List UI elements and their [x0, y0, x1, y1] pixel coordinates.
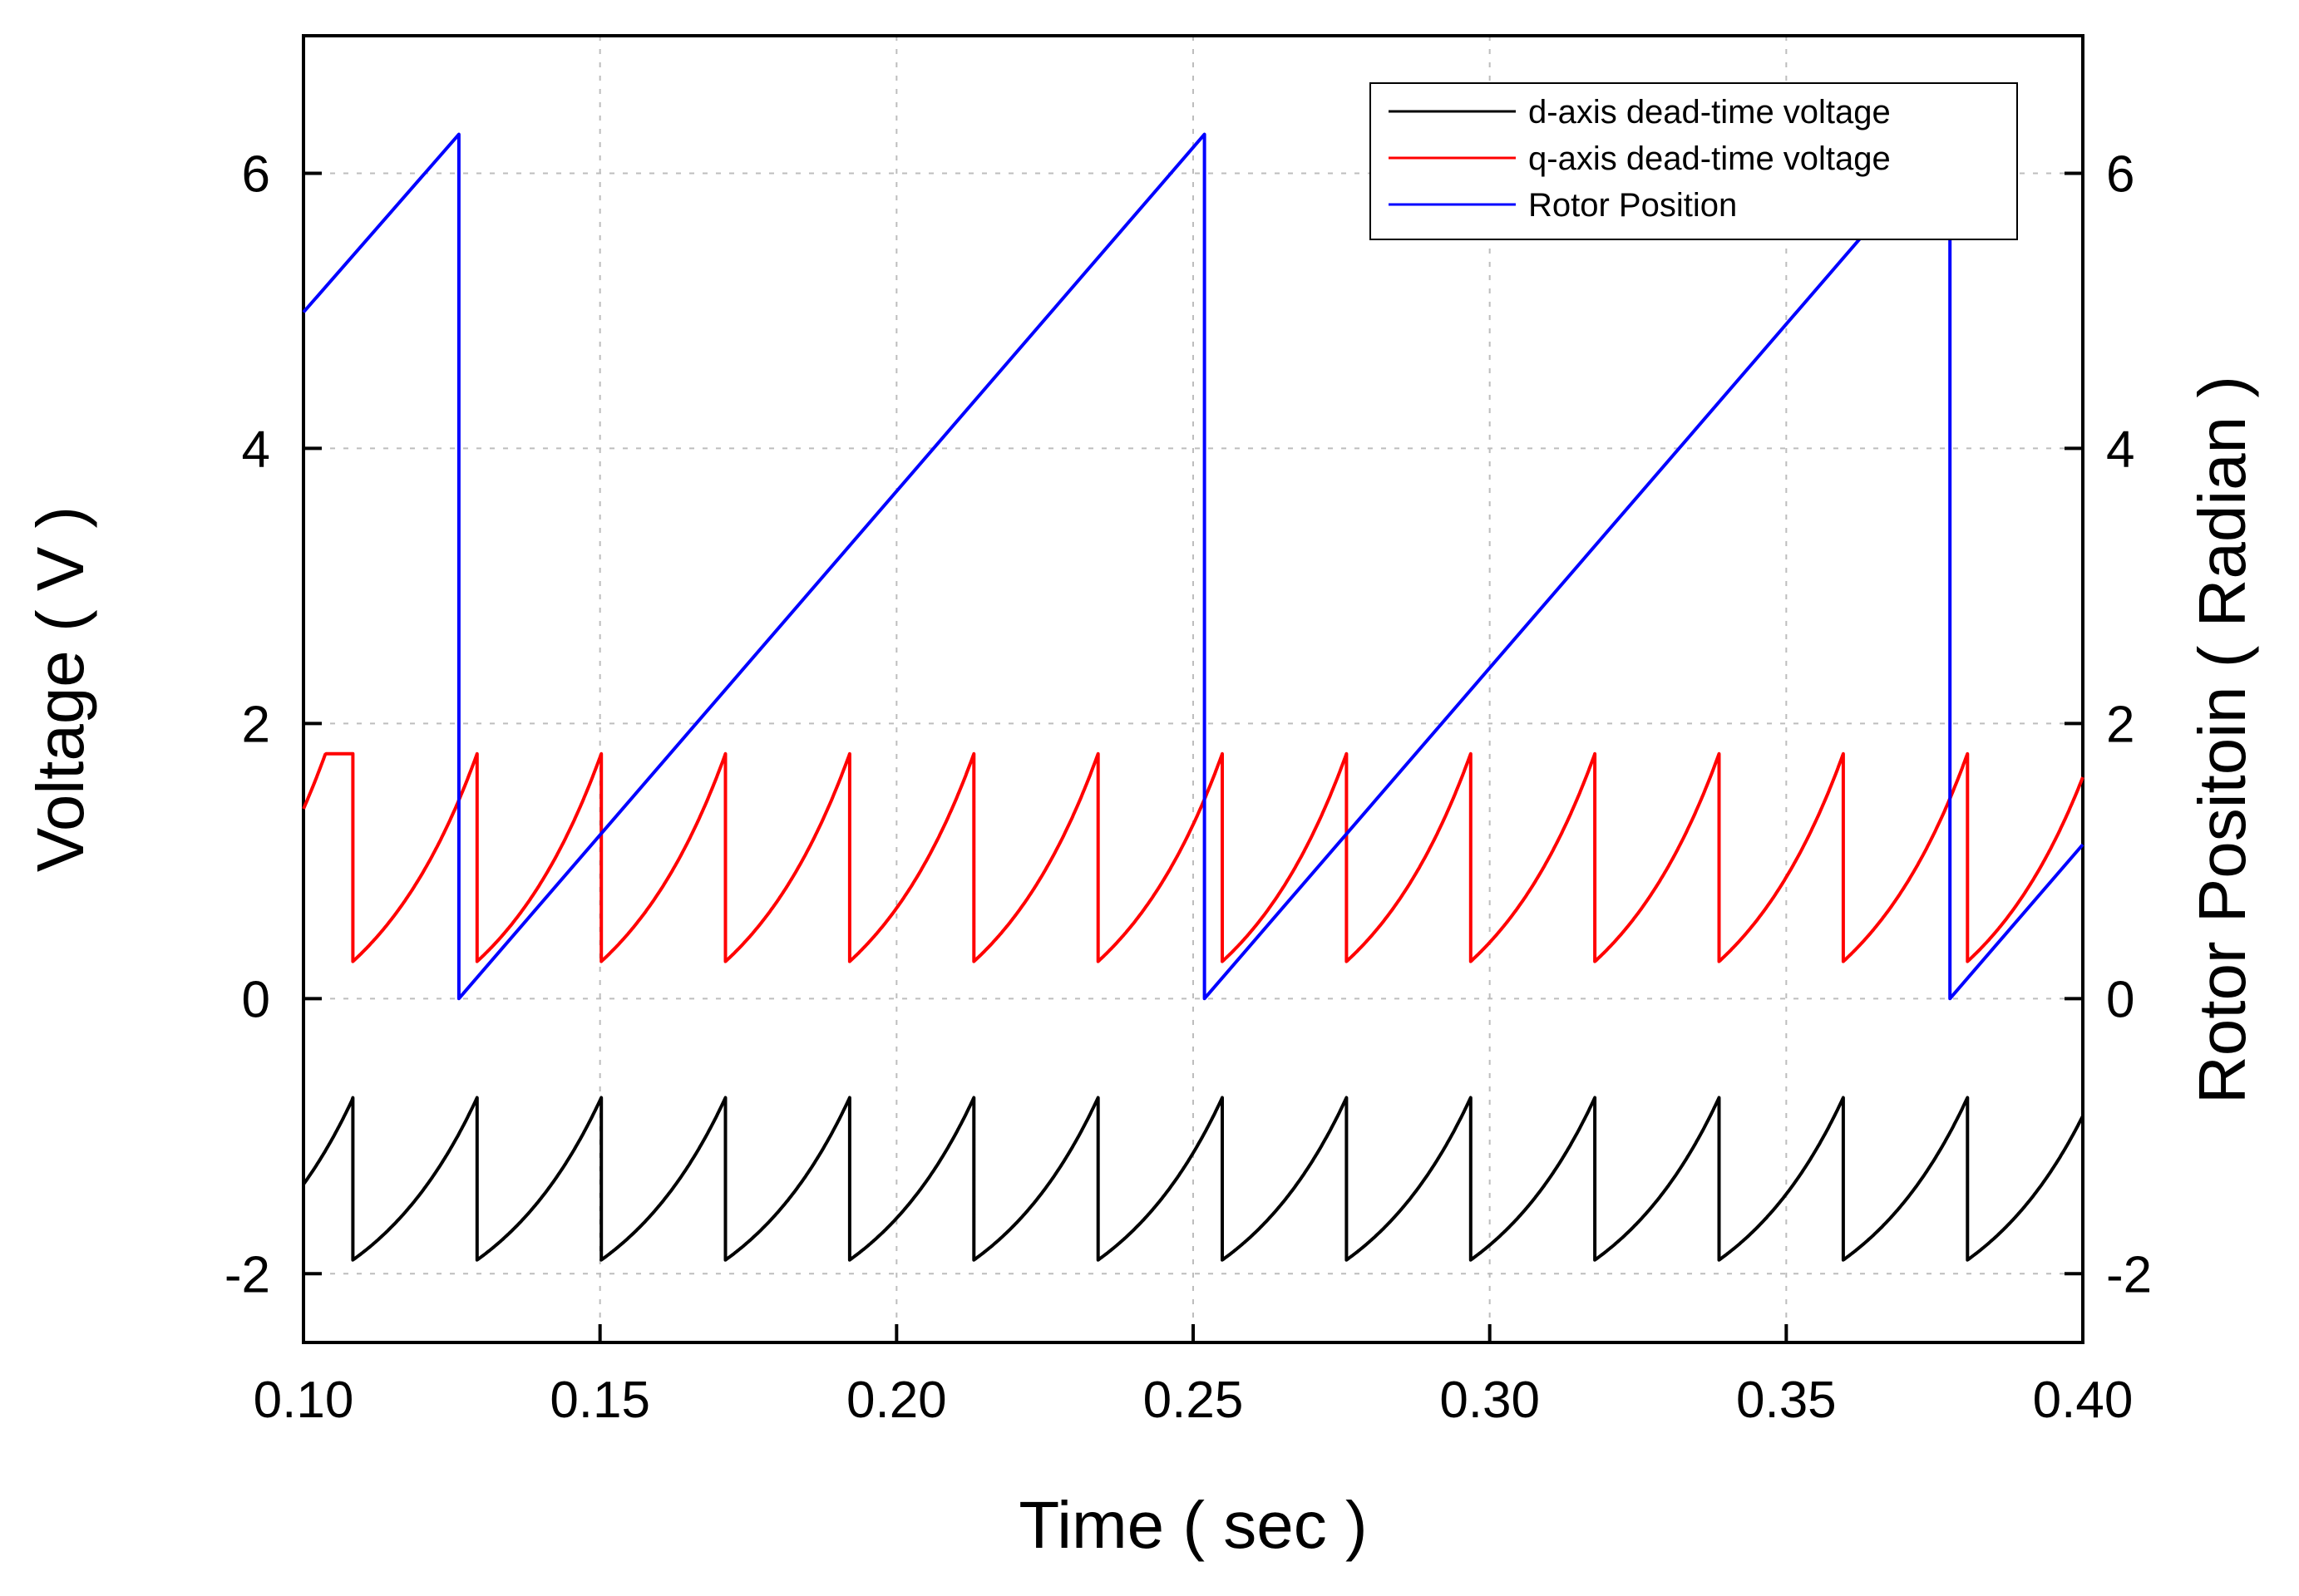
y-tick-label: 0: [242, 971, 270, 1028]
y2-tick-label: 0: [2106, 971, 2134, 1028]
y-tick-label: 2: [242, 696, 270, 753]
legend-label-d-axis: d-axis dead-time voltage: [1528, 94, 1891, 131]
y2-tick-label: 4: [2106, 421, 2134, 478]
y2-tick-label: 2: [2106, 696, 2134, 753]
x-tick-label: 0.25: [1143, 1372, 1244, 1429]
y-tick-label: 6: [242, 145, 270, 203]
legend-box: [1369, 82, 2018, 240]
series-group: [302, 132, 2084, 1262]
series-line-q-axis: [302, 751, 2084, 963]
y-tick-label: -2: [224, 1246, 270, 1303]
axis-ticks: 0.10 0.15 0.20 0.25 0.30 0.35 0.40 -2 0 2 4 6 -2 0 2 4 6: [224, 145, 2152, 1429]
y-axis-title: Voltage ( V ): [23, 506, 97, 872]
grid: [303, 36, 2083, 1342]
x-axis-title: Time ( sec ): [1019, 1488, 1367, 1562]
y2-tick-label: 6: [2106, 145, 2134, 203]
x-tick-label: 0.35: [1736, 1372, 1837, 1429]
y2-axis-title: Rotor Positoin ( Radian ): [2185, 376, 2259, 1104]
x-tick-label: 0.30: [1439, 1372, 1540, 1429]
legend: d-axis dead-time voltage q-axis dead-tim…: [1369, 82, 2018, 240]
x-tick-label: 0.40: [2033, 1372, 2134, 1429]
series-line-d-axis: [302, 1096, 2084, 1262]
series-line-rotor-position: [302, 132, 2084, 1001]
x-tick-label: 0.15: [550, 1372, 650, 1429]
x-tick-label: 0.10: [254, 1372, 354, 1429]
legend-label-rotor-position: Rotor Position: [1528, 187, 1737, 224]
legend-label-q-axis: q-axis dead-time voltage: [1528, 140, 1891, 177]
y2-tick-label: -2: [2106, 1246, 2152, 1303]
x-tick-label: 0.20: [846, 1372, 947, 1429]
y-tick-label: 4: [242, 421, 270, 478]
